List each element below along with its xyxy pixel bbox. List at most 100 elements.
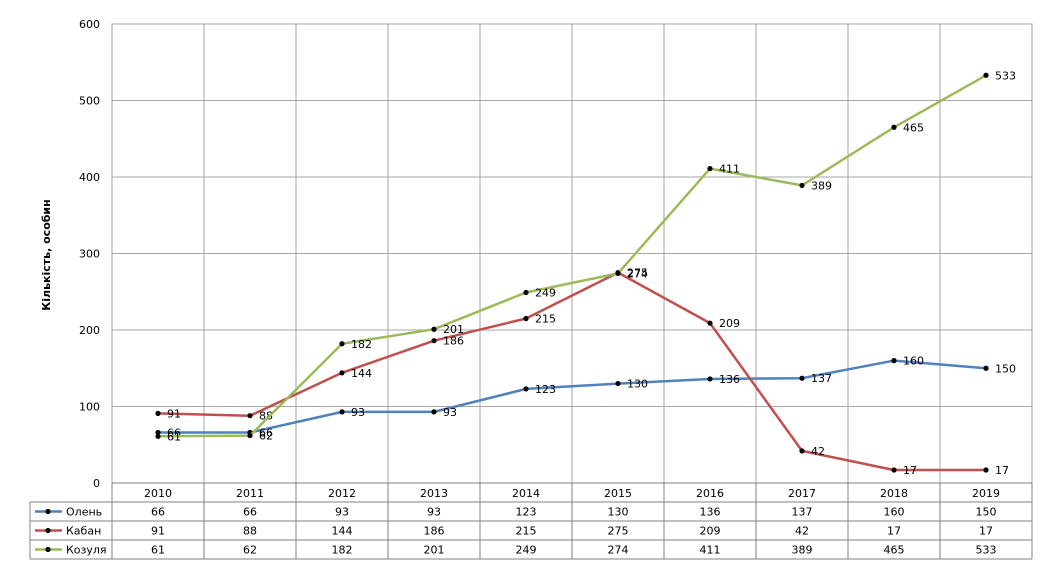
data-point [799, 183, 804, 188]
data-point [431, 409, 436, 414]
data-table: 2010 2011 2012 2013 2014 2015 2016 2017 2018 2019… [30, 483, 1032, 559]
data-label: 209 [719, 317, 740, 330]
table-cell: 186 [424, 525, 445, 538]
x-tick-label: 2012 [328, 487, 356, 500]
table-cell: 215 [516, 525, 537, 538]
table-cell: 136 [700, 506, 721, 519]
table-cell: 123 [516, 506, 537, 519]
legend-key-marker [45, 528, 50, 533]
data-point [983, 467, 988, 472]
x-tick-label: 2016 [696, 487, 724, 500]
table-cell: 88 [243, 525, 257, 538]
data-label: 17 [903, 464, 917, 477]
data-label: 150 [995, 362, 1016, 375]
y-tick-label: 600 [79, 18, 100, 31]
data-point [799, 448, 804, 453]
table-cell: 91 [151, 525, 165, 538]
table-cell: 17 [979, 525, 993, 538]
table-cell: 465 [884, 544, 905, 557]
legend-key-marker [45, 509, 50, 514]
x-tick-label: 2017 [788, 487, 816, 500]
data-label: 17 [995, 464, 1009, 477]
y-tick-label: 100 [79, 401, 100, 414]
data-label: 61 [167, 430, 181, 443]
data-point [247, 433, 252, 438]
table-cell: 130 [608, 506, 629, 519]
data-label: 62 [259, 430, 273, 443]
y-tick-label: 500 [79, 95, 100, 108]
data-label: 130 [627, 378, 648, 391]
data-point [523, 290, 528, 295]
data-label: 274 [627, 267, 648, 280]
legend-entry: Козуля [66, 544, 107, 557]
table-cell: 137 [792, 506, 813, 519]
data-label: 201 [443, 323, 464, 336]
table-cell: 201 [424, 544, 445, 557]
data-point [891, 125, 896, 130]
data-point [431, 327, 436, 332]
data-point [339, 409, 344, 414]
data-label: 182 [351, 338, 372, 351]
data-point [339, 341, 344, 346]
data-point [707, 376, 712, 381]
table-cell: 160 [884, 506, 905, 519]
table-cell: 182 [332, 544, 353, 557]
data-label: 249 [535, 287, 556, 300]
series-3: 61 62 182 201 249 274 411 389 465 533 [155, 69, 1016, 443]
x-tick-label: 2019 [972, 487, 1000, 500]
data-label: 123 [535, 383, 556, 396]
data-label: 93 [443, 406, 457, 419]
x-tick-label: 2018 [880, 487, 908, 500]
legend-key-marker [45, 547, 50, 552]
x-tick-label: 2010 [144, 487, 172, 500]
legend-entry: Кабан [66, 525, 101, 538]
table-cell: 93 [427, 506, 441, 519]
table-cell: 144 [332, 525, 353, 538]
data-point [707, 321, 712, 326]
table-cell: 62 [243, 544, 257, 557]
table-cell: 150 [976, 506, 997, 519]
data-point [155, 411, 160, 416]
data-point [983, 73, 988, 78]
data-label: 137 [811, 372, 832, 385]
data-point [615, 381, 620, 386]
data-label: 411 [719, 163, 740, 176]
data-label: 93 [351, 406, 365, 419]
data-label: 136 [719, 373, 740, 386]
table-cell: 66 [243, 506, 257, 519]
y-axis-label: Кількість, особин [40, 199, 53, 311]
data-label: 389 [811, 179, 832, 192]
table-cell: 42 [795, 525, 809, 538]
y-tick-label: 300 [79, 248, 100, 261]
data-point [523, 316, 528, 321]
data-point [615, 271, 620, 276]
table-cell: 209 [700, 525, 721, 538]
table-cell: 533 [976, 544, 997, 557]
data-point [155, 434, 160, 439]
table-cell: 249 [516, 544, 537, 557]
data-point [983, 366, 988, 371]
table-cell: 274 [608, 544, 629, 557]
x-tick-label: 2013 [420, 487, 448, 500]
data-point [799, 376, 804, 381]
data-point [891, 467, 896, 472]
table-cell: 389 [792, 544, 813, 557]
data-label: 465 [903, 121, 924, 134]
table-cell: 61 [151, 544, 165, 557]
table-cell: 275 [608, 525, 629, 538]
data-label: 144 [351, 367, 372, 380]
data-point [523, 386, 528, 391]
data-label: 186 [443, 335, 464, 348]
y-tick-label: 0 [93, 477, 100, 490]
data-label: 42 [811, 445, 825, 458]
data-label: 91 [167, 407, 181, 420]
data-point [431, 338, 436, 343]
y-axis: 0 100 200 300 400 500 600 [79, 18, 100, 490]
y-tick-label: 400 [79, 171, 100, 184]
table-cell: 17 [887, 525, 901, 538]
x-tick-label: 2011 [236, 487, 264, 500]
table-cell: 411 [700, 544, 721, 557]
